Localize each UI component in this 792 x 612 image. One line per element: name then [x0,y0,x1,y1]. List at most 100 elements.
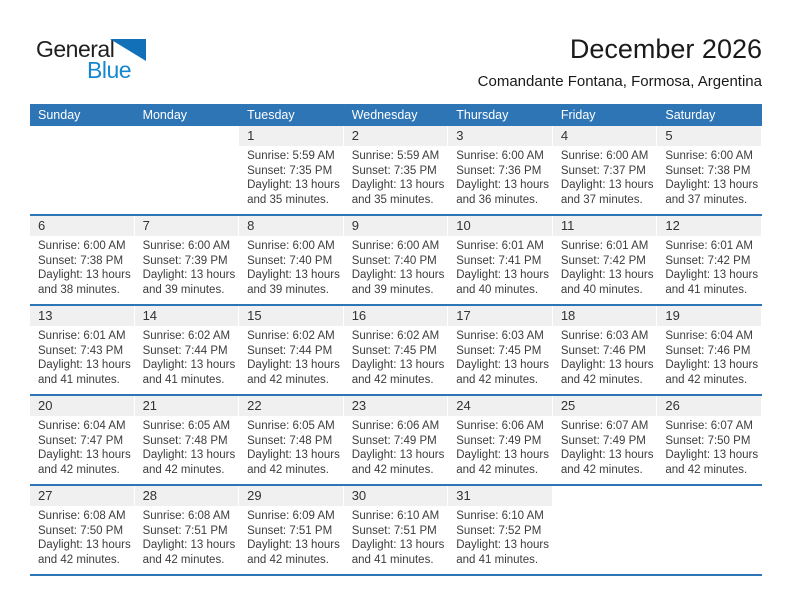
day-number: 1 [239,126,343,146]
daylight-text-line2: and 42 minutes. [247,463,329,476]
day-number: 17 [448,306,552,326]
sunset-text: Sunset: 7:51 PM [351,524,437,537]
daylight-text-line2: and 42 minutes. [456,373,539,386]
day-cell: 5 Sunrise: 6:00 AM Sunset: 7:38 PM Daylight… [657,126,762,215]
day-cell: 21 Sunrise: 6:05 AM Sunset: 7:48 PM Dayligh… [134,394,240,485]
sunset-text: Sunset: 7:36 PM [456,164,542,177]
daylight-text-line1: Daylight: 13 hours [351,269,445,282]
weekday-header-monday: Monday [134,104,240,126]
day-cell: 31 Sunrise: 6:10 AM Sunset: 7:52 PM Dayligh… [448,484,553,575]
daylight-text-line2: and 38 minutes. [38,283,120,296]
sunset-text: Sunset: 7:42 PM [665,254,751,267]
daylight-text-line1: Daylight: 13 hours [351,179,445,192]
day-cell: 22 Sunrise: 6:05 AM Sunset: 7:48 PM Dayligh… [239,394,344,485]
page-title: December 2026 [569,34,762,64]
daylight-text-line2: and 42 minutes. [560,463,643,476]
daylight-text-line2: and 37 minutes. [560,193,643,206]
sunrise-text: Sunrise: 6:00 AM [38,240,126,252]
sunrise-text: Sunrise: 6:01 AM [665,240,753,252]
daylight-text-line2: and 41 minutes. [665,283,748,296]
day-cell: 6 Sunrise: 6:00 AM Sunset: 7:38 PM Daylight… [30,214,135,305]
day-number: 16 [343,306,448,326]
day-cell: 1 Sunrise: 5:59 AM Sunset: 7:35 PM Daylight… [239,126,344,215]
daylight-text-line2: and 41 minutes. [142,373,225,386]
daylight-text-line1: Daylight: 13 hours [456,539,549,552]
empty-cell [30,126,135,215]
sunrise-text: Sunrise: 6:00 AM [142,240,231,252]
day-number: 4 [552,126,657,146]
sunset-text: Sunset: 7:44 PM [247,344,333,357]
sunset-text: Sunset: 7:49 PM [351,434,437,447]
sunrise-text: Sunrise: 6:08 AM [142,510,231,522]
sunset-text: Sunset: 7:46 PM [560,344,646,357]
daylight-text-line1: Daylight: 13 hours [142,359,236,372]
day-cell: 14 Sunrise: 6:02 AM Sunset: 7:44 PM Dayligh… [134,304,240,395]
day-number: 10 [448,216,552,236]
day-number: 15 [239,306,343,326]
week-row: 13 Sunrise: 6:01 AM Sunset: 7:43 PM Dayligh… [30,304,762,395]
sunset-text: Sunset: 7:42 PM [560,254,646,267]
day-number: 28 [134,486,239,506]
day-cell: 8 Sunrise: 6:00 AM Sunset: 7:40 PM Daylight… [239,214,344,305]
daylight-text-line1: Daylight: 13 hours [38,539,131,552]
daylight-text-line2: and 35 minutes. [351,193,434,206]
daylight-text-line1: Daylight: 13 hours [142,449,236,462]
empty-cell [657,484,762,575]
daylight-text-line2: and 40 minutes. [456,283,539,296]
day-number: 2 [343,126,448,146]
day-number: 12 [657,216,761,236]
weekday-header-row: Sunday Monday Tuesday Wednesday Thursday… [30,104,762,126]
day-cell: 20 Sunrise: 6:04 AM Sunset: 7:47 PM Dayligh… [30,394,135,485]
sunset-text: Sunset: 7:50 PM [665,434,751,447]
general-blue-logo: General Blue [30,36,170,88]
weekday-header-friday: Friday [552,104,658,126]
week-row: 20 Sunrise: 6:04 AM Sunset: 7:47 PM Dayligh… [30,394,762,485]
daylight-text-line1: Daylight: 13 hours [560,179,654,192]
day-number: 13 [30,306,134,326]
daylight-text-line2: and 41 minutes. [351,553,434,566]
daylight-text-line2: and 42 minutes. [247,373,329,386]
daylight-text-line1: Daylight: 13 hours [456,449,549,462]
day-cell: 9 Sunrise: 6:00 AM Sunset: 7:40 PM Daylight… [343,214,449,305]
sunset-text: Sunset: 7:38 PM [38,254,124,267]
logo-text-blue: Blue [87,57,132,83]
day-number: 9 [343,216,448,236]
sunrise-text: Sunrise: 6:06 AM [456,420,544,432]
sunset-text: Sunset: 7:48 PM [247,434,333,447]
header: December 2026 Comandante Fontana, Formos… [478,34,762,90]
sunset-text: Sunset: 7:38 PM [665,164,751,177]
day-number: 31 [448,486,552,506]
day-number: 21 [134,396,239,416]
sunrise-text: Sunrise: 6:05 AM [247,420,335,432]
daylight-text-line1: Daylight: 13 hours [456,359,549,372]
daylight-text-line1: Daylight: 13 hours [247,539,340,552]
daylight-text-line2: and 42 minutes. [351,463,434,476]
sunrise-text: Sunrise: 6:02 AM [351,330,440,342]
sunset-text: Sunset: 7:46 PM [665,344,751,357]
daylight-text-line1: Daylight: 13 hours [247,269,340,282]
daylight-text-line1: Daylight: 13 hours [351,359,445,372]
daylight-text-line1: Daylight: 13 hours [351,449,445,462]
daylight-text-line2: and 35 minutes. [247,193,329,206]
sunrise-text: Sunrise: 6:10 AM [456,510,544,522]
daylight-text-line2: and 39 minutes. [142,283,225,296]
sunrise-text: Sunrise: 6:00 AM [351,240,440,252]
day-cell: 24 Sunrise: 6:06 AM Sunset: 7:49 PM Dayligh… [448,394,553,485]
day-number: 26 [657,396,761,416]
daylight-text-line2: and 41 minutes. [456,553,539,566]
day-number: 18 [552,306,657,326]
day-number: 19 [657,306,761,326]
day-number: 8 [239,216,343,236]
day-number: 3 [448,126,552,146]
location-subtitle: Comandante Fontana, Formosa, Argentina [477,73,762,90]
daylight-text-line1: Daylight: 13 hours [665,359,759,372]
day-number: 7 [134,216,239,236]
daylight-text-line2: and 42 minutes. [38,553,120,566]
day-cell: 12 Sunrise: 6:01 AM Sunset: 7:42 PM Dayligh… [657,214,762,305]
daylight-text-line1: Daylight: 13 hours [247,359,340,372]
sunset-text: Sunset: 7:49 PM [560,434,646,447]
daylight-text-line1: Daylight: 13 hours [456,179,549,192]
sunset-text: Sunset: 7:50 PM [38,524,124,537]
sunset-text: Sunset: 7:51 PM [142,524,228,537]
day-number: 22 [239,396,343,416]
